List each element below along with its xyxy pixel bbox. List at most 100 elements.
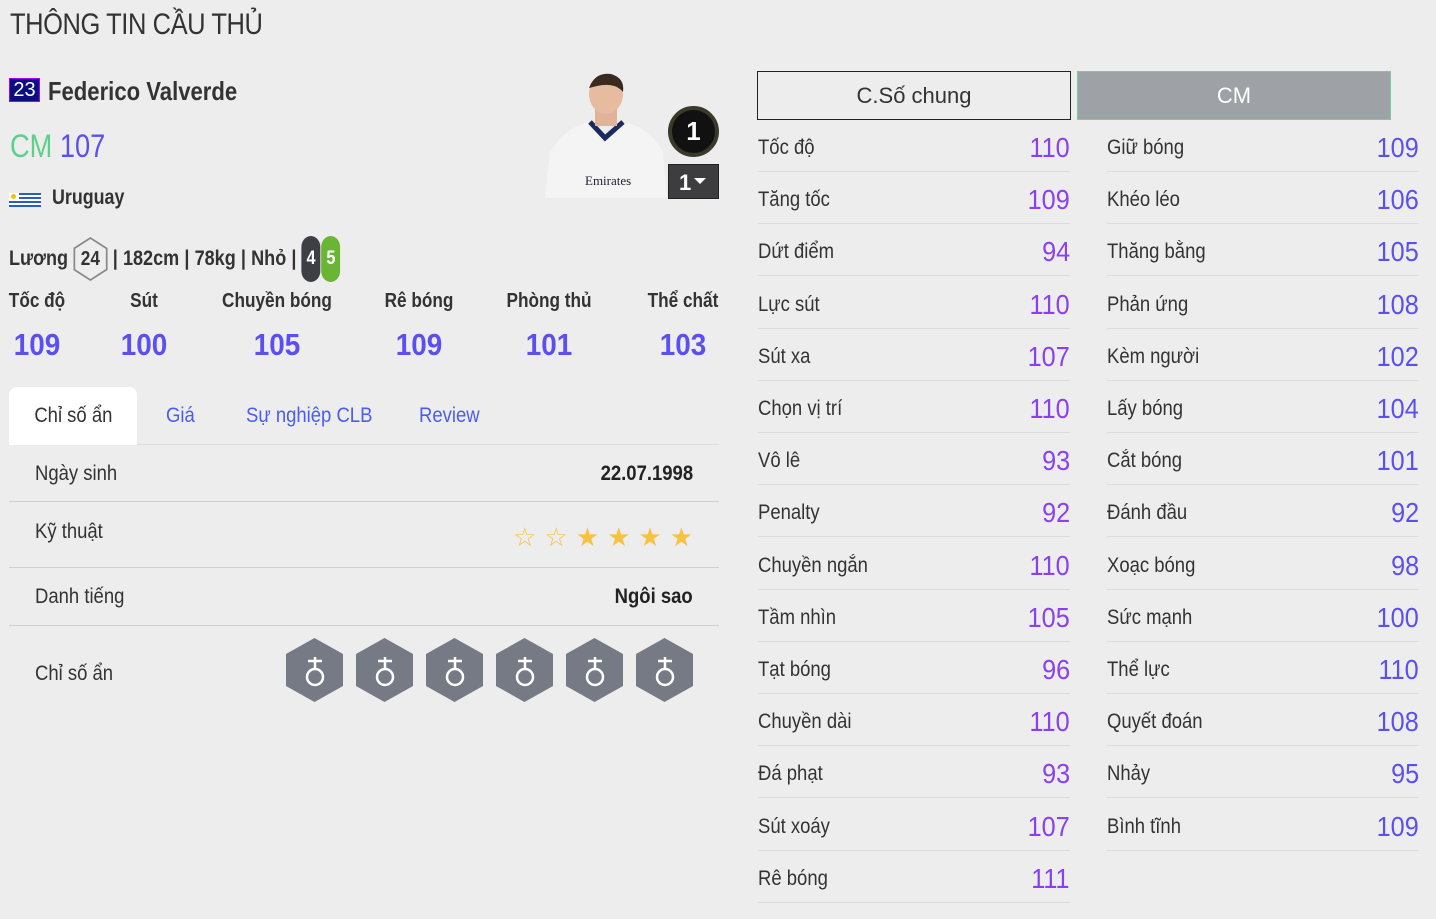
stat-value: 95 — [1390, 758, 1419, 790]
star-filled-icon: ★ — [638, 522, 662, 552]
stat-value: 109 — [1376, 810, 1419, 842]
stat-value: 110 — [1029, 393, 1070, 424]
stat-value: 94 — [1041, 236, 1070, 268]
main-stat-value: 109 — [13, 327, 61, 362]
long-shot-icon[interactable] — [286, 638, 343, 702]
tab-price[interactable]: Giá — [166, 404, 195, 427]
stat-name: Sút xoáy — [758, 814, 830, 838]
stat-name: Rê bóng — [758, 866, 828, 890]
star-filled-icon: ★ — [607, 522, 631, 552]
stat-value: 102 — [1376, 340, 1419, 372]
main-stat-label: Rê bóng — [384, 290, 454, 312]
uruguay-flag-icon — [9, 193, 41, 207]
stat-row: Vô lê 93 — [758, 433, 1070, 486]
stat-row: Sức mạnh 100 — [1107, 590, 1419, 642]
stat-name: Lực sút — [758, 292, 820, 316]
stat-name: Cắt bóng — [1107, 449, 1183, 473]
body-type: Nhỏ — [251, 247, 287, 270]
stat-row: Chọn vị trí 110 — [758, 381, 1070, 433]
stat-name: Thăng bằng — [1107, 240, 1206, 264]
stat-row: Giữ bóng 109 — [1107, 120, 1419, 172]
stat-value: 108 — [1376, 706, 1419, 738]
stat-row: Đánh đầu 92 — [1107, 485, 1419, 538]
upgrade-level-dropdown[interactable]: 1 — [668, 164, 719, 199]
stat-name: Bình tĩnh — [1107, 814, 1181, 838]
position: CM — [10, 128, 53, 164]
star-filled-icon: ★ — [575, 522, 600, 552]
tab-general-stats[interactable]: C.Số chung — [757, 71, 1071, 120]
stat-name: Kèm người — [1107, 344, 1200, 368]
stat-name: Chuyền ngắn — [758, 553, 868, 577]
birth-row: Ngày sinh 22.07.1998 — [9, 446, 719, 502]
tab-review[interactable]: Review — [419, 404, 480, 427]
dribbler-icon[interactable] — [636, 638, 693, 702]
stat-name: Tầm nhìn — [758, 605, 837, 629]
stat-row: Rê bóng 111 — [758, 851, 1070, 903]
info-tabs: Chỉ số ẩn Giá Sự nghiệp CLB Review — [9, 387, 719, 445]
stat-name: Quyết đoán — [1107, 710, 1203, 734]
main-stat-3: Rê bóng 109 — [339, 290, 499, 363]
player-photo: Emirates — [545, 73, 667, 198]
stat-name: Vô lê — [758, 449, 801, 473]
stat-row: Xoạc bóng 98 — [1107, 538, 1419, 590]
tab-club-career[interactable]: Sự nghiệp CLB — [246, 404, 373, 427]
stat-value: 109 — [1027, 184, 1070, 216]
stat-value: 108 — [1376, 288, 1419, 320]
stat-name: Lấy bóng — [1107, 397, 1184, 420]
stat-row: Dứt điểm 94 — [758, 224, 1070, 277]
stat-value: 111 — [1031, 862, 1070, 894]
stat-row: Nhảy 95 — [1107, 746, 1419, 799]
stat-row: Chuyền dài 110 — [758, 694, 1070, 747]
main-stat-value: 100 — [120, 327, 168, 362]
outside-foot-icon[interactable] — [496, 638, 553, 702]
stat-name: Tạt bóng — [758, 658, 831, 681]
weak-foot-icon: 4 — [301, 236, 321, 282]
jersey-number: 23 — [9, 78, 40, 102]
main-stat-label: Tốc độ — [8, 290, 66, 312]
chip-shot-icon[interactable] — [566, 638, 623, 702]
height: 182cm — [122, 247, 180, 270]
stat-name: Thể lực — [1107, 658, 1170, 681]
tab-hidden-stats[interactable]: Chỉ số ẩn — [9, 387, 137, 445]
main-stat-label: Chuyền bóng — [222, 290, 332, 312]
card-badge: 1 — [668, 106, 719, 157]
main-stat-value: 103 — [659, 327, 707, 362]
main-stat-1: Sút 100 — [64, 290, 224, 363]
tab-position-stats[interactable]: CM — [1077, 71, 1391, 120]
skill-stars: ☆ ☆ ★ ★ ★ ★ — [513, 522, 693, 553]
stat-row: Bình tĩnh 109 — [1107, 799, 1419, 851]
main-stat-4: Phòng thủ 101 — [469, 290, 629, 363]
fame-row: Danh tiếng Ngôi sao — [9, 568, 719, 626]
power-header-icon[interactable] — [426, 638, 483, 702]
stat-name: Tốc độ — [758, 136, 815, 159]
stat-row: Thể lực 110 — [1107, 642, 1419, 694]
stat-name: Phản ứng — [1107, 292, 1189, 316]
weight: 78kg — [194, 247, 236, 270]
nation: Uruguay — [52, 186, 125, 209]
stat-row: Lấy bóng 104 — [1107, 381, 1419, 433]
stat-value: 105 — [1376, 236, 1419, 268]
stat-row: Tạt bóng 96 — [758, 642, 1070, 694]
stat-value: 104 — [1376, 393, 1419, 424]
star-empty-icon: ☆ — [544, 522, 568, 552]
stat-name: Chuyền dài — [758, 710, 852, 734]
stat-row: Tốc độ 110 — [758, 120, 1070, 172]
traits-row: Chỉ số ẩn — [9, 626, 719, 718]
stat-name: Dứt điểm — [758, 240, 835, 264]
star-filled-icon: ★ — [669, 522, 693, 552]
main-stat-value: 101 — [525, 327, 573, 362]
stat-name: Đá phạt — [758, 762, 823, 786]
stat-row: Phản ứng 108 — [1107, 277, 1419, 329]
stat-value: 110 — [1029, 288, 1070, 320]
stat-row: Đá phạt 93 — [758, 746, 1070, 799]
stat-row: Thăng bằng 105 — [1107, 224, 1419, 277]
stat-row: Khéo léo 106 — [1107, 172, 1419, 225]
stat-name: Xoạc bóng — [1107, 553, 1196, 577]
finesse-shot-icon[interactable] — [356, 638, 413, 702]
svg-text:Emirates: Emirates — [585, 173, 631, 188]
main-stat-label: Thể chất — [647, 290, 719, 312]
stat-row: Tầm nhìn 105 — [758, 590, 1070, 642]
page-title: THÔNG TIN CẦU THỦ — [10, 8, 263, 41]
stat-name: Chọn vị trí — [758, 397, 843, 420]
